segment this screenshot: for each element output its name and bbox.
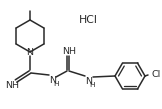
Text: HCl: HCl (79, 15, 97, 25)
Text: NH: NH (5, 81, 19, 89)
Text: NH: NH (62, 47, 76, 55)
Text: N: N (50, 76, 57, 84)
Text: N: N (86, 77, 93, 85)
Text: N: N (27, 48, 34, 56)
Text: H: H (53, 81, 59, 87)
Text: Cl: Cl (151, 70, 161, 78)
Text: H: H (89, 82, 95, 88)
